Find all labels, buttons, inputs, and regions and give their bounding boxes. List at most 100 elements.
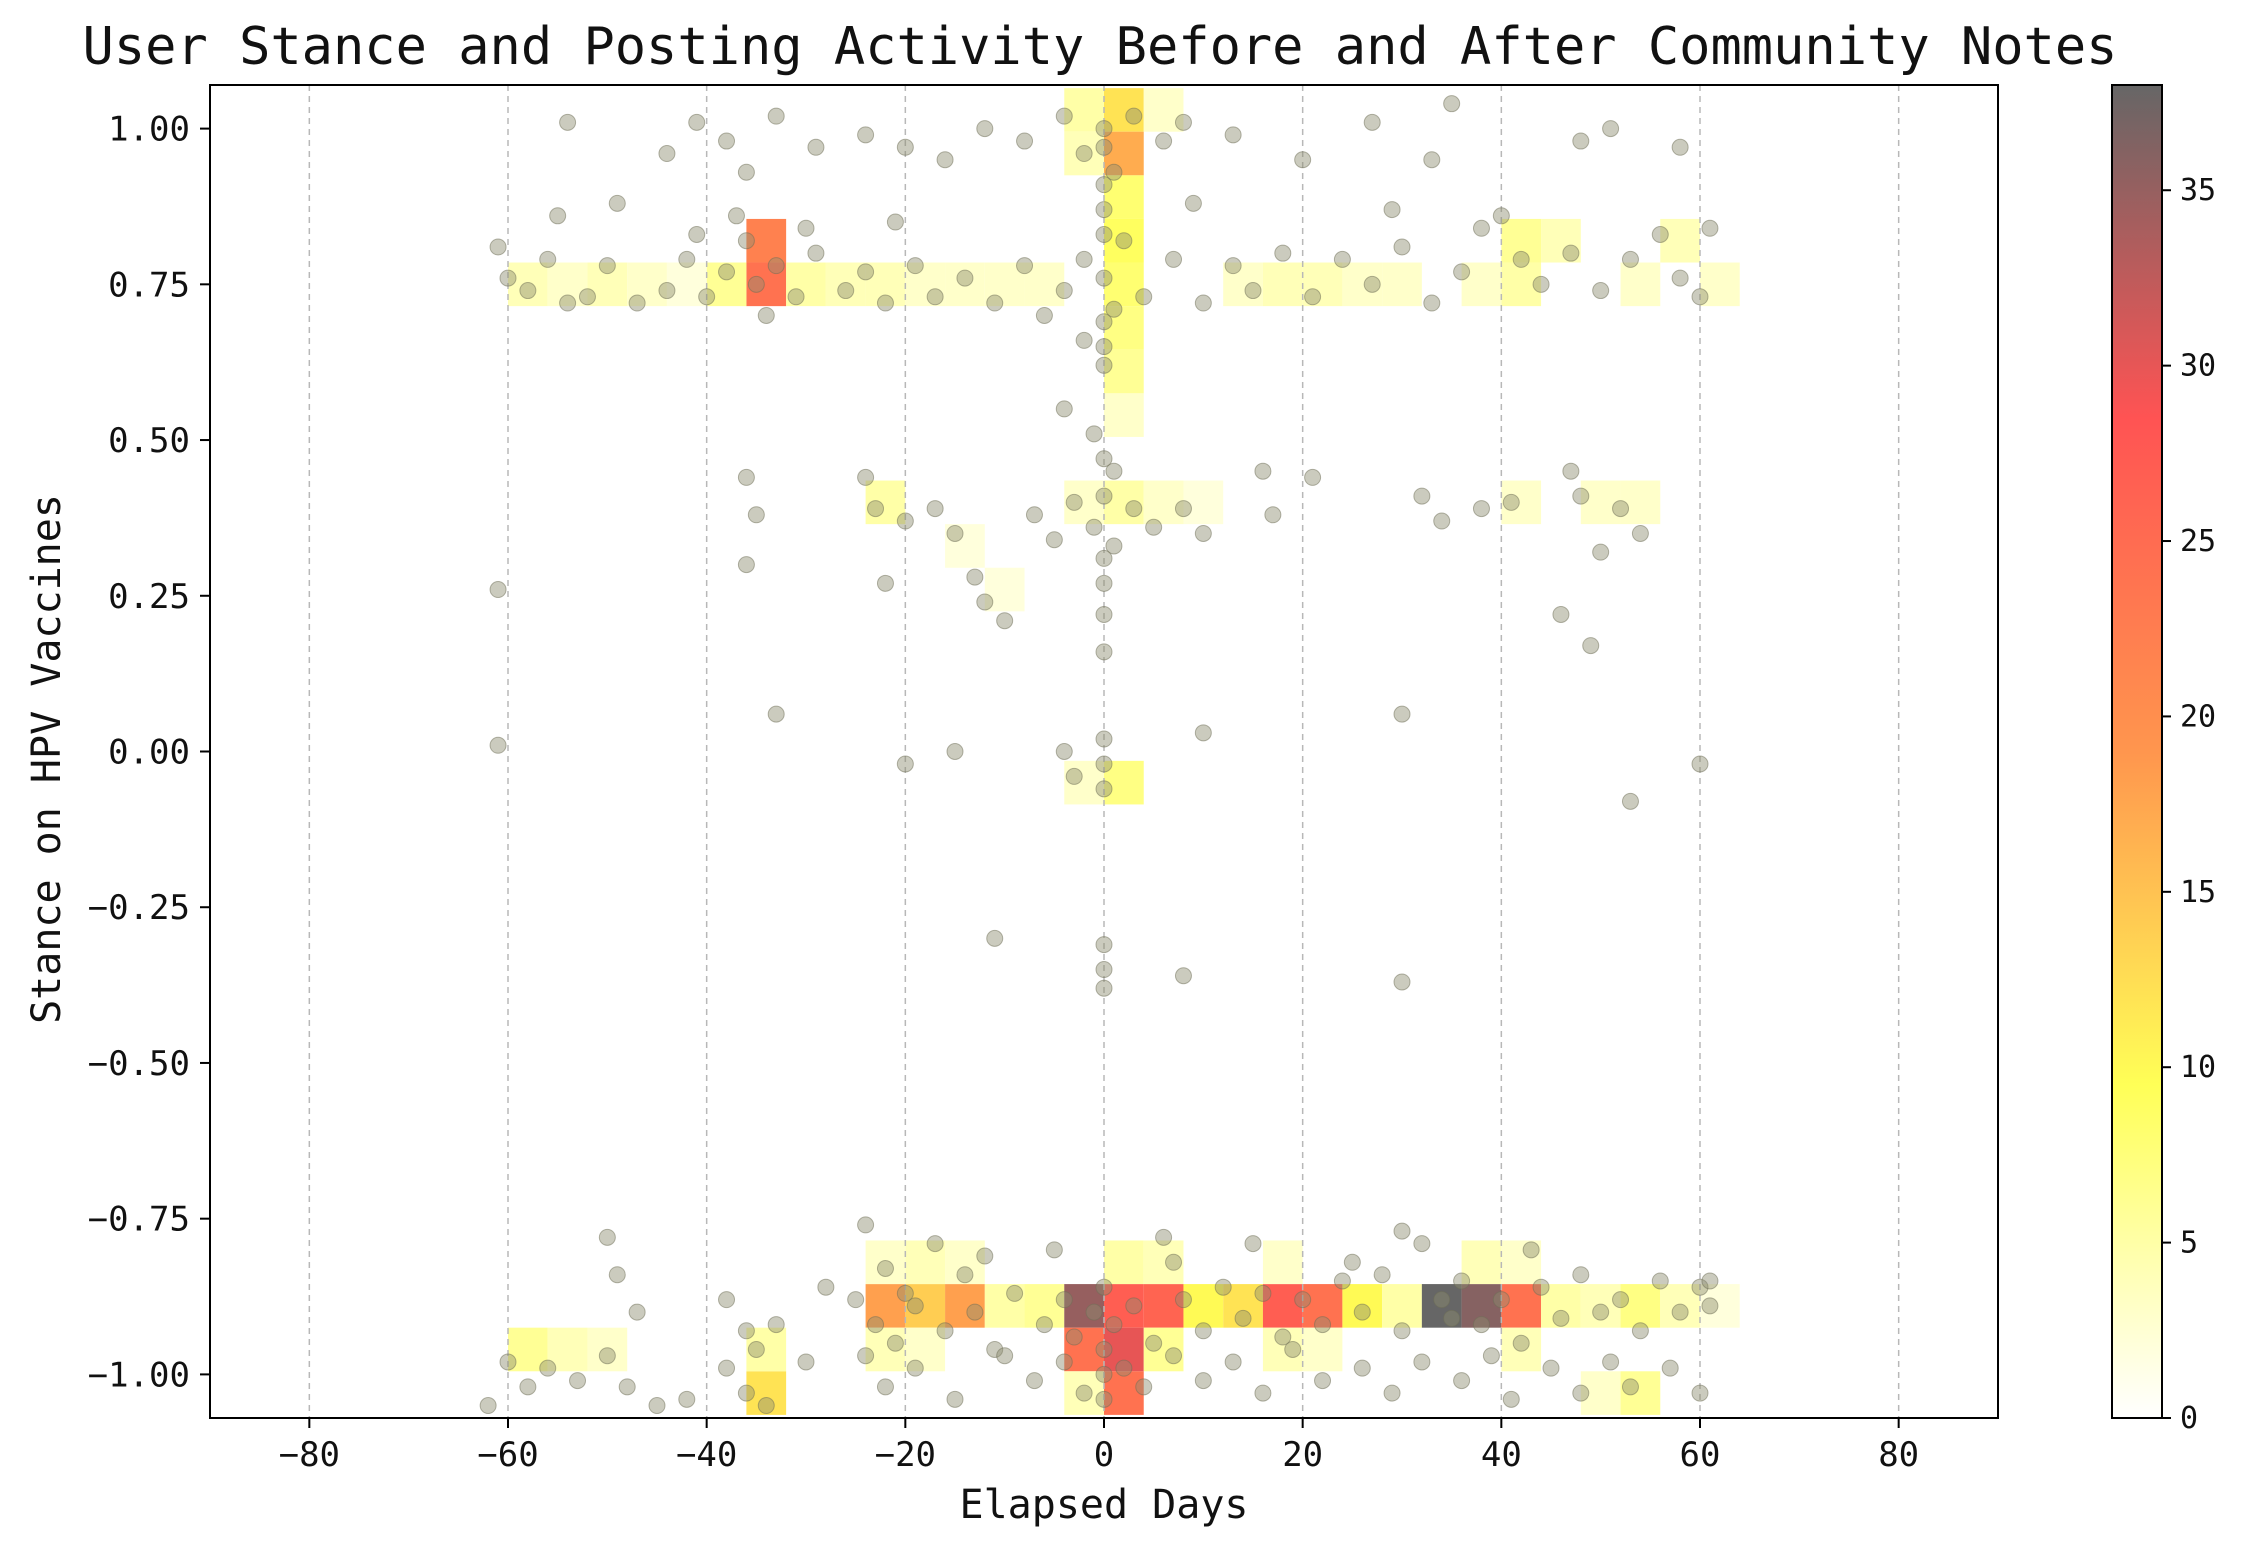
scatter-point-46 (1512, 250, 1530, 268)
scatter-point-190 (1214, 1278, 1232, 1296)
scatter-point-39 (1333, 250, 1351, 268)
scatter-point-115 (1105, 537, 1123, 555)
scatter-point-119 (1194, 524, 1212, 542)
scatter-point-110 (1025, 506, 1043, 524)
scatter-point-108 (976, 593, 994, 611)
scatter-point-96 (1095, 356, 1113, 374)
scatter-point-48 (1562, 244, 1580, 262)
scatter-point-114 (1095, 487, 1113, 505)
scatter-point-56 (608, 194, 626, 212)
heatmap-cell-39 (1064, 480, 1104, 525)
scatter-point-19 (857, 263, 875, 281)
x-tick-label-1: −60 (477, 1435, 538, 1475)
scatter-point-265 (767, 1316, 785, 1334)
scatter-point-156 (986, 929, 1004, 947)
scatter-point-0 (489, 238, 507, 256)
scatter-point-128 (1572, 487, 1590, 505)
scatter-point-136 (876, 574, 894, 592)
heatmap-cell-44 (1501, 480, 1542, 525)
scatter-point-88 (1671, 138, 1689, 156)
heatmap-cell-19 (666, 262, 707, 307)
scatter-point-83 (1363, 113, 1381, 131)
scatter-point-149 (1095, 755, 1113, 773)
scatter-point-256 (1542, 1359, 1560, 1377)
scatter-point-160 (1174, 967, 1192, 985)
heatmap-cell-94 (1262, 1240, 1303, 1285)
scatter-point-228 (747, 1340, 765, 1358)
scatter-point-221 (569, 1372, 587, 1390)
scatter-point-25 (1016, 257, 1034, 275)
scatter-point-44 (1472, 219, 1490, 237)
scatter-point-84 (1423, 151, 1441, 169)
heatmap-cell-87 (1620, 1371, 1661, 1415)
heatmap-cell-77 (746, 1371, 787, 1415)
heatmap-cell-60 (1262, 1284, 1303, 1328)
scatter-point-185 (1125, 1297, 1143, 1315)
scatter-point-208 (1552, 1309, 1570, 1327)
heatmap-cell-84 (1262, 1327, 1303, 1372)
scatter-point-71 (976, 120, 994, 138)
scatter-point-154 (1621, 792, 1639, 810)
colorbar-tick-label-2: 10 (2180, 1050, 2216, 1085)
scatter-point-186 (1145, 1334, 1163, 1352)
scatter-point-212 (1631, 1322, 1649, 1340)
scatter-point-13 (747, 275, 765, 293)
heatmap-cell-17 (587, 262, 628, 307)
scatter-point-146 (946, 743, 964, 760)
x-tick-label-0: −80 (279, 1435, 340, 1475)
scatter-point-93 (1095, 225, 1113, 243)
scatter-point-76 (1095, 138, 1113, 156)
scatter-point-267 (1045, 1241, 1063, 1259)
scatter-point-172 (867, 1316, 885, 1334)
heatmap-cell-5 (1104, 175, 1144, 219)
scatter-point-40 (1363, 275, 1381, 293)
y-tick-label-6: −0.50 (88, 1044, 190, 1084)
heatmap-cell-27 (1302, 262, 1343, 307)
scatter-point-100 (1095, 450, 1113, 468)
scatter-point-161 (1393, 973, 1411, 991)
scatter-point-35 (1224, 257, 1242, 275)
scatter-point-45 (1492, 207, 1510, 225)
scatter-point-41 (1393, 238, 1411, 256)
scatter-point-124 (1433, 512, 1451, 530)
scatter-point-162 (598, 1228, 616, 1246)
scatter-point-89 (559, 113, 577, 131)
y-tick-label-2: 0.50 (108, 421, 190, 461)
scatter-point-148 (1065, 767, 1083, 785)
scatter-point-111 (1045, 531, 1063, 549)
scatter-point-94 (1095, 313, 1113, 331)
scatter-point-169 (956, 1266, 974, 1284)
scatter-point-152 (1194, 724, 1212, 742)
heatmap-cell-54 (1024, 1284, 1065, 1328)
scatter-point-126 (1502, 493, 1520, 511)
heatmap-cell-10 (746, 218, 787, 263)
scatter-point-240 (1095, 1365, 1113, 1383)
scatter-point-97 (1075, 331, 1093, 349)
scatter-point-255 (1502, 1390, 1520, 1408)
scatter-point-187 (1165, 1253, 1183, 1271)
y-axis-label: Stance on HPV Vaccines (24, 494, 70, 1024)
scatter-point-31 (1115, 232, 1133, 250)
scatter-point-231 (857, 1347, 875, 1365)
heatmap-cell-93 (1143, 1240, 1184, 1285)
heatmap-cell-34 (1620, 262, 1661, 307)
heatmap-cell-29 (1382, 262, 1422, 307)
heatmap-cell-52 (945, 1284, 985, 1328)
scatter-point-237 (1055, 1353, 1073, 1371)
scatter-point-91 (1095, 176, 1113, 194)
scatter-point-192 (1254, 1284, 1272, 1302)
y-tick-label-8: −1.00 (88, 1355, 190, 1395)
scatter-point-6 (598, 257, 616, 275)
scatter-point-127 (1562, 462, 1580, 480)
scatter-point-121 (1264, 506, 1282, 524)
heatmap-cell-1 (1104, 131, 1144, 176)
scatter-point-189 (1194, 1322, 1212, 1340)
scatter-point-113 (1085, 518, 1103, 536)
scatter-point-245 (1194, 1372, 1212, 1390)
scatter-point-194 (1294, 1291, 1312, 1309)
colorbar-tick-label-0: 0 (2180, 1401, 2198, 1436)
scatter-point-8 (658, 282, 676, 300)
scatter-point-254 (1482, 1347, 1500, 1365)
scatter-point-224 (648, 1397, 666, 1415)
heatmap-cell-76 (1143, 1327, 1184, 1372)
